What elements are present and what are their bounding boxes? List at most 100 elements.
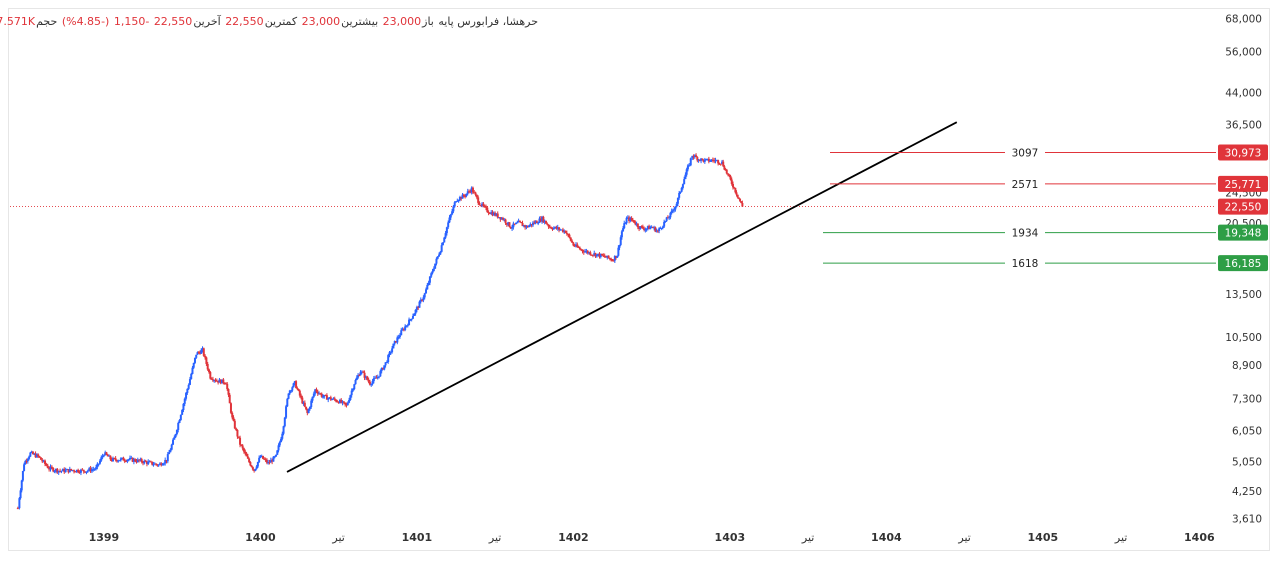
candle[interactable]: [551, 228, 554, 230]
candle[interactable]: [418, 301, 421, 308]
candle[interactable]: [563, 230, 566, 232]
candle[interactable]: [622, 228, 625, 232]
candle[interactable]: [360, 371, 363, 373]
candle[interactable]: [509, 226, 512, 229]
candle[interactable]: [310, 400, 313, 407]
candle[interactable]: [541, 216, 544, 222]
candle[interactable]: [240, 444, 243, 446]
candle[interactable]: [425, 289, 428, 294]
candle[interactable]: [213, 380, 216, 382]
candle[interactable]: [170, 444, 173, 450]
candle[interactable]: [655, 230, 658, 232]
candle[interactable]: [462, 194, 465, 197]
candle[interactable]: [155, 463, 158, 465]
candle[interactable]: [293, 381, 296, 384]
candle[interactable]: [256, 461, 259, 467]
candle[interactable]: [106, 454, 109, 457]
candle[interactable]: [320, 393, 323, 397]
candle[interactable]: [371, 381, 374, 385]
candle[interactable]: [591, 254, 594, 256]
candle[interactable]: [428, 276, 431, 283]
candle[interactable]: [202, 348, 205, 356]
candle[interactable]: [588, 252, 591, 254]
candle[interactable]: [547, 224, 550, 227]
candle[interactable]: [535, 221, 538, 224]
candle[interactable]: [318, 393, 321, 395]
candle[interactable]: [601, 253, 604, 256]
candle[interactable]: [251, 467, 254, 470]
candle[interactable]: [346, 402, 349, 406]
candle[interactable]: [195, 354, 198, 358]
candle[interactable]: [46, 465, 49, 469]
candle[interactable]: [613, 256, 616, 261]
candle[interactable]: [488, 213, 491, 215]
candle[interactable]: [654, 227, 657, 232]
candle[interactable]: [565, 232, 568, 234]
candle[interactable]: [474, 192, 477, 195]
candle[interactable]: [181, 410, 184, 415]
candle[interactable]: [113, 458, 116, 460]
candle[interactable]: [517, 220, 520, 223]
candle[interactable]: [559, 229, 562, 231]
candle[interactable]: [102, 455, 105, 457]
candle[interactable]: [144, 460, 147, 462]
candle[interactable]: [118, 460, 121, 462]
candle[interactable]: [115, 460, 118, 462]
candle[interactable]: [355, 377, 358, 381]
candle[interactable]: [53, 470, 56, 472]
candle[interactable]: [128, 457, 131, 460]
candle[interactable]: [670, 210, 673, 213]
candle[interactable]: [173, 437, 176, 440]
candle[interactable]: [290, 390, 293, 392]
candle[interactable]: [680, 187, 683, 192]
candle[interactable]: [431, 271, 434, 274]
candle[interactable]: [548, 226, 551, 228]
candle[interactable]: [644, 229, 647, 231]
candle[interactable]: [229, 403, 232, 413]
candle[interactable]: [175, 429, 178, 435]
candle[interactable]: [228, 394, 231, 404]
candle[interactable]: [717, 160, 720, 164]
candle[interactable]: [546, 223, 549, 225]
candle[interactable]: [131, 457, 134, 462]
candle[interactable]: [157, 464, 160, 466]
candle[interactable]: [246, 456, 249, 459]
candle[interactable]: [453, 202, 456, 207]
candle[interactable]: [342, 401, 345, 403]
candle[interactable]: [669, 212, 672, 218]
candle[interactable]: [444, 233, 447, 238]
candle[interactable]: [598, 253, 601, 258]
candle[interactable]: [457, 200, 460, 202]
candle[interactable]: [160, 463, 163, 466]
candle[interactable]: [398, 335, 401, 338]
candle[interactable]: [179, 414, 182, 420]
candle[interactable]: [701, 158, 704, 160]
candle[interactable]: [23, 464, 26, 472]
candle[interactable]: [501, 217, 504, 220]
candle[interactable]: [249, 462, 252, 466]
candle[interactable]: [543, 220, 546, 223]
candle[interactable]: [707, 158, 710, 162]
candle[interactable]: [233, 420, 236, 429]
candle[interactable]: [188, 379, 191, 385]
candle[interactable]: [572, 242, 575, 246]
candle[interactable]: [161, 464, 164, 466]
candle[interactable]: [736, 194, 739, 198]
candle[interactable]: [408, 319, 411, 326]
candle[interactable]: [584, 251, 587, 253]
candle[interactable]: [713, 160, 716, 162]
candle[interactable]: [571, 240, 574, 243]
candle[interactable]: [733, 187, 736, 189]
candle[interactable]: [714, 160, 717, 162]
candle[interactable]: [396, 337, 399, 343]
candle[interactable]: [456, 200, 459, 202]
candle[interactable]: [152, 464, 155, 466]
candle[interactable]: [119, 458, 122, 461]
candle[interactable]: [578, 247, 581, 250]
candle[interactable]: [338, 399, 341, 404]
candle[interactable]: [74, 471, 77, 473]
candle[interactable]: [211, 379, 214, 381]
candle[interactable]: [589, 252, 592, 255]
candle[interactable]: [735, 192, 738, 195]
candle[interactable]: [345, 404, 348, 406]
